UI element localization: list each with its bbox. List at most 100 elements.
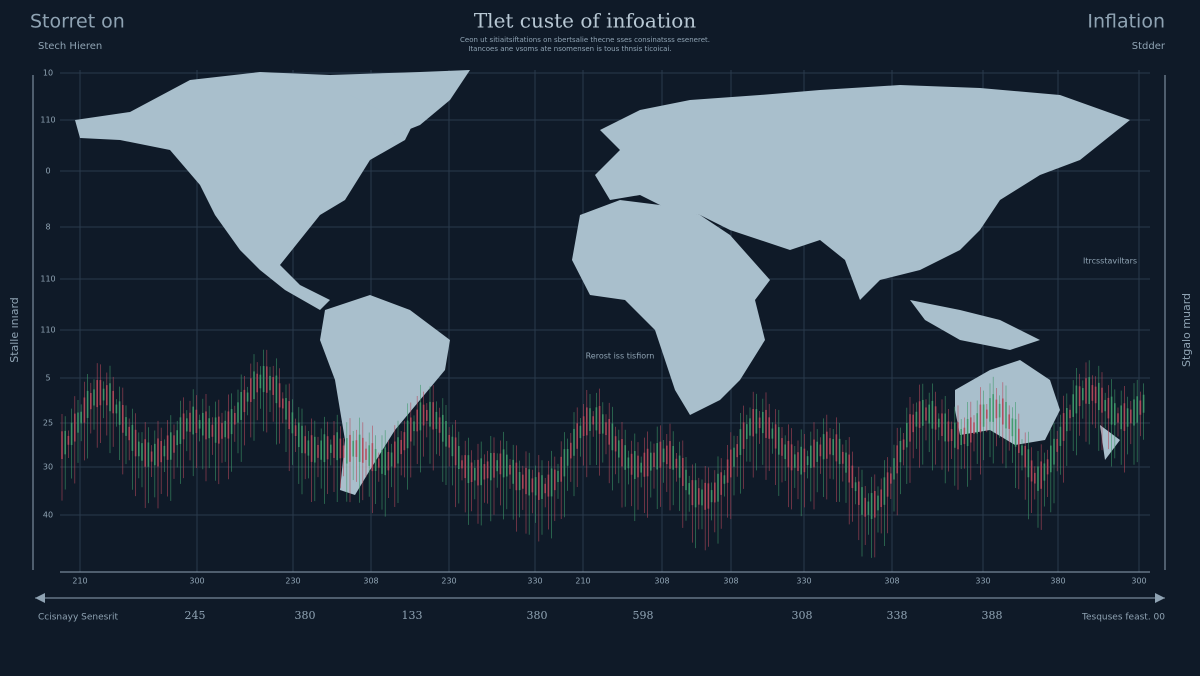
left-tick-label: 40	[43, 511, 53, 520]
candle-body	[1066, 407, 1068, 432]
candle-body	[1110, 396, 1113, 425]
candle-body	[1130, 409, 1132, 424]
candle-body	[67, 435, 70, 445]
candle-body	[486, 461, 489, 479]
candle-body	[934, 406, 937, 430]
candle-body	[227, 411, 230, 439]
candle-body	[326, 436, 329, 460]
candle-body	[480, 458, 482, 486]
candle-body	[608, 418, 610, 445]
candle-body	[698, 488, 700, 505]
candle-body	[202, 412, 204, 436]
candle-body	[982, 404, 985, 427]
candle-body	[774, 424, 777, 449]
candle-body	[304, 436, 306, 454]
candle-body	[493, 452, 495, 478]
candle-body	[368, 445, 370, 466]
candle-body	[1027, 449, 1030, 478]
candle-body	[621, 439, 623, 467]
bottom-label: 388	[982, 609, 1003, 622]
bottom-label: 245	[185, 609, 206, 622]
candle-body	[1078, 386, 1081, 407]
left-tick-label: 110	[40, 275, 55, 284]
candle-body	[973, 422, 975, 435]
candle-body	[746, 424, 748, 440]
candle-body	[189, 412, 191, 432]
candle-body	[141, 443, 143, 461]
candle-body	[877, 495, 879, 511]
candle-body	[723, 475, 726, 484]
candle-body	[384, 447, 386, 476]
candle-body	[525, 467, 527, 495]
candle-body	[928, 404, 930, 424]
candle-body	[224, 420, 226, 438]
candle-body	[515, 462, 518, 491]
candle-body	[819, 444, 822, 457]
candle-body	[528, 469, 530, 496]
bottom-label: 380	[295, 609, 316, 622]
candle-body	[998, 403, 1001, 418]
candle-body	[624, 445, 626, 470]
candle-body	[637, 455, 639, 478]
candle-body	[307, 440, 310, 456]
candle-body	[720, 472, 722, 495]
candle-body	[1050, 445, 1052, 473]
center-subtitle: Itancoes ane vsoms ate nsomensen is tous…	[468, 45, 671, 53]
candle-body	[109, 383, 111, 412]
left-tick-label: 110	[40, 326, 55, 335]
candle-body	[950, 429, 953, 442]
candle-body	[291, 412, 294, 434]
right-subtitle: Stdder	[1132, 41, 1166, 52]
bottom-tick-label: 308	[723, 577, 738, 586]
candle-body	[602, 414, 604, 434]
candle-body	[717, 473, 719, 502]
candle-body	[845, 452, 847, 473]
left-title: Storret on	[30, 11, 125, 33]
candle-body	[1120, 405, 1122, 430]
candle-body	[1040, 461, 1042, 489]
candle-body	[854, 482, 857, 492]
candle-body	[413, 421, 415, 432]
candle-body	[784, 444, 786, 460]
candle-body	[557, 470, 559, 483]
candle-body	[246, 392, 249, 402]
candle-body	[374, 448, 377, 471]
candle-body	[714, 482, 716, 503]
candle-body	[666, 445, 668, 465]
candle-body	[925, 407, 927, 421]
candle-body	[1059, 426, 1062, 446]
candle-body	[125, 417, 127, 436]
candle-body	[317, 444, 319, 458]
bottom-tick-label: 308	[884, 577, 899, 586]
candle-body	[1021, 445, 1023, 456]
candle-body	[829, 438, 831, 455]
candle-body	[765, 409, 767, 438]
candle-body	[77, 412, 79, 433]
candle-body	[195, 409, 198, 434]
candle-body	[867, 501, 870, 515]
candle-body	[970, 417, 972, 443]
candle-body	[896, 445, 898, 474]
candle-body	[646, 448, 649, 477]
candle-body	[1142, 394, 1145, 413]
center-subtitle: Ceon ut sitiaitsiftations on sbertsalie …	[460, 36, 710, 44]
candle-body	[198, 420, 201, 429]
candle-body	[1139, 400, 1142, 415]
candle-body	[736, 444, 738, 458]
candle-body	[134, 429, 137, 457]
candles	[61, 349, 1145, 558]
candle-body	[678, 455, 681, 478]
candle-body	[922, 399, 924, 426]
candle-body	[310, 435, 313, 462]
bottom-tick-label: 308	[363, 577, 378, 586]
bottom-tick-label: 230	[441, 577, 456, 586]
right-axis-label: Stgalo muard	[1180, 293, 1193, 367]
candle-body	[554, 469, 556, 491]
candle-body	[490, 453, 492, 481]
candle-body	[538, 472, 540, 500]
candle-body	[739, 429, 742, 455]
candle-body	[323, 434, 326, 463]
bottom-tick-label: 300	[1131, 577, 1146, 586]
